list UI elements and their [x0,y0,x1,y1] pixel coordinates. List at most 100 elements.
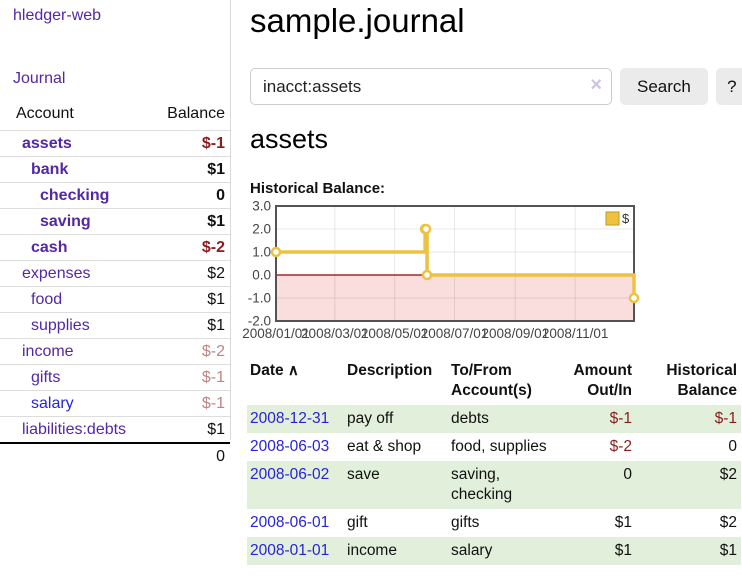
account-name-cell: supplies [0,312,154,339]
chart-title: Historical Balance: [250,180,386,197]
account-balance: $1 [207,161,225,178]
account-row: saving $1 [0,208,230,235]
register-date-link[interactable]: 2008-06-02 [250,466,330,483]
sort-ascending-icon: ∧ [287,362,299,379]
account-balance-cell: 0 [153,182,230,209]
account-row: expenses $2 [0,260,230,287]
accounts-total-value: 0 [153,442,230,469]
svg-text:3.0: 3.0 [252,199,271,214]
register-accounts-cell: food, supplies [451,438,547,455]
register-date-link[interactable]: 2008-06-01 [250,514,330,531]
account-link[interactable]: saving [40,213,91,230]
account-name-cell: liabilities:debts [0,416,154,443]
account-balance: $2 [207,265,225,282]
accounts-table: Account Balance assets $-1 bank $1 check… [0,101,230,469]
account-balance: $1 [207,317,225,334]
account-link[interactable]: expenses [22,265,91,282]
register-balance-cell: $2 [719,466,737,483]
account-row: checking 0 [0,182,230,209]
account-balance: $1 [207,213,225,230]
page-title: sample.journal [250,2,465,39]
account-name-cell: expenses [0,260,154,287]
svg-text:0.0: 0.0 [252,268,271,283]
register-date-cell: 2008-01-01 [247,537,344,565]
account-heading: assets [250,124,329,154]
svg-text:2008/07/01: 2008/07/01 [421,326,489,341]
brand-link[interactable]: hledger-web [13,7,102,24]
account-row: bank $1 [0,156,230,183]
account-balance-cell: $1 [153,156,230,183]
account-link[interactable]: supplies [31,317,90,334]
account-link[interactable]: cash [31,239,68,256]
register-date-link[interactable]: 2008-12-31 [250,410,330,427]
balance-chart: $3.0 2.0 1.0 0.0 -1.0 -2.02008/01/012008/03/0… [242,199,640,341]
clear-search-icon[interactable]: × [590,74,602,96]
account-balance-cell: $-2 [153,234,230,261]
svg-text:1.0: 1.0 [252,245,271,260]
accounts-header-balance: Balance [167,105,225,122]
svg-text:$: $ [622,211,630,226]
register-date-cell: 2008-12-31 [247,405,344,433]
accounts-total-row: 0 [0,442,230,469]
accounts-header-account: Account [16,105,74,122]
account-link[interactable]: bank [31,161,69,178]
account-link[interactable]: assets [22,135,72,152]
register-row: 2008-06-01 gift gifts $1 $2 [247,509,741,537]
account-row: gifts $-1 [0,364,230,391]
register-table: Date ∧ Description To/From Account(s) Am… [247,359,741,565]
account-name-cell: assets [0,130,154,157]
svg-text:2.0: 2.0 [252,222,271,237]
register-amount-cell: $1 [614,514,632,531]
column-header-date[interactable]: Date ∧ [247,359,344,405]
register-balance-cell: 0 [728,438,737,455]
register-accounts-cell: salary [451,542,493,559]
account-link[interactable]: income [22,343,74,360]
account-row: liabilities:debts $1 [0,416,230,443]
account-balance: $1 [207,291,225,308]
column-header-description: Description [347,362,433,379]
account-link[interactable]: checking [40,187,110,204]
account-link[interactable]: food [31,291,63,308]
account-balance-cell: $-1 [153,364,230,391]
account-name-cell: gifts [0,364,154,391]
search-input[interactable] [250,68,612,105]
svg-text:2008/09/01: 2008/09/01 [482,326,550,341]
account-balance: $-1 [201,369,225,386]
account-row: income $-2 [0,338,230,365]
account-balance: 0 [216,187,225,204]
date-column-label: Date [250,362,284,379]
account-balance-cell: $1 [153,286,230,313]
register-date-link[interactable]: 2008-01-01 [250,542,330,559]
register-balance-cell: $-1 [714,410,737,427]
account-balance-cell: $-2 [153,338,230,365]
account-balance: $-1 [201,395,225,412]
register-balance-cell: $1 [719,542,737,559]
column-header-amount: Amount Out/In [573,362,632,399]
register-description-cell: pay off [347,410,394,427]
register-date-link[interactable]: 2008-06-03 [250,438,330,455]
help-button[interactable]: ? [715,68,742,105]
account-name-cell: salary [0,390,154,417]
account-row: supplies $1 [0,312,230,339]
register-description-cell: income [347,542,397,559]
register-header-row: Date ∧ Description To/From Account(s) Am… [247,359,741,405]
account-balance: $-1 [201,135,225,152]
register-balance-cell: $2 [719,514,737,531]
account-balance: $-2 [201,239,225,256]
accounts-table-body: assets $-1 bank $1 checking 0 saving $1 … [0,130,230,443]
sidebar-item-journal[interactable]: Journal [13,70,66,87]
column-header-accounts: To/From Account(s) [451,362,532,399]
search-button[interactable]: Search [620,68,708,105]
account-balance-cell: $1 [153,312,230,339]
account-link[interactable]: gifts [31,369,61,386]
account-link[interactable]: salary [31,395,74,412]
sidebar: hledger-web Journal Account Balance asse… [0,0,231,469]
account-balance-cell: $-1 [153,130,230,157]
accounts-total-spacer [0,442,154,469]
account-name-cell: cash [0,234,154,261]
account-balance: $1 [207,421,225,438]
register-accounts-cell: gifts [451,514,480,531]
account-link[interactable]: liabilities:debts [22,421,127,438]
account-balance: $-2 [201,343,225,360]
account-name-cell: food [0,286,154,313]
